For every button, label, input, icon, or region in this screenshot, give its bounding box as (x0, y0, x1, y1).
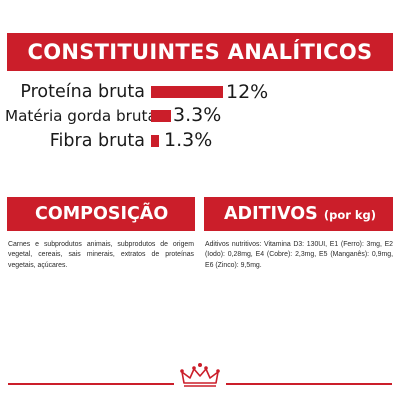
crown-icon (180, 363, 220, 387)
analytics-banner: CONSTITUINTES ANALÍTICOS (7, 33, 393, 71)
analytics-bar-protein (151, 86, 223, 98)
analytics-value-fiber: 1.3% (164, 129, 213, 151)
additives-subtitle: (por kg) (323, 208, 377, 222)
analytics-title: CONSTITUINTES ANALÍTICOS (27, 40, 373, 64)
analytics-label-fat: Matéria gorda bruta (5, 107, 157, 125)
analytics-value-protein: 12% (226, 81, 269, 103)
footer-divider-right (226, 383, 392, 385)
analytics-value-fat: 3.3% (173, 104, 222, 126)
analytics-label-protein: Proteína bruta (20, 82, 145, 102)
composition-text: Carnes e subprodutos animais, subproduto… (8, 241, 194, 269)
additives-text: Aditivos nutritivos: Vitamina D3: 130UI,… (205, 241, 393, 269)
composition-title: COMPOSIÇÃO (35, 204, 169, 224)
composition-banner: COMPOSIÇÃO (7, 197, 195, 231)
footer-divider-left (8, 383, 174, 385)
analytics-bar-fiber (151, 135, 159, 147)
analytics-bar-fat (151, 110, 171, 122)
additives-banner: ADITIVOS (por kg) (204, 197, 393, 231)
additives-title: ADITIVOS (224, 204, 318, 224)
analytics-label-fiber: Fibra bruta (49, 131, 145, 151)
